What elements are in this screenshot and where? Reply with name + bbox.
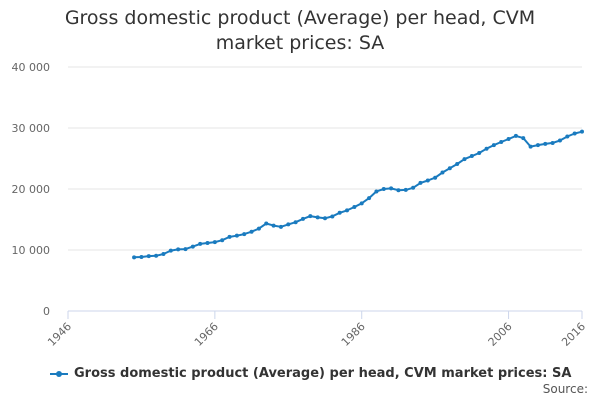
- x-tick-label-2: 1986: [339, 320, 368, 349]
- data-point-1964[interactable]: [198, 241, 203, 246]
- data-point-2009[interactable]: [528, 144, 533, 149]
- x-tick-label-1: 1966: [192, 320, 221, 349]
- data-point-1966[interactable]: [212, 240, 217, 245]
- data-point-1981[interactable]: [323, 216, 327, 221]
- data-point-2006[interactable]: [506, 136, 511, 141]
- y-tick-label-0: 0: [43, 305, 50, 318]
- data-point-2015[interactable]: [572, 131, 577, 136]
- data-point-2004[interactable]: [491, 143, 496, 148]
- data-point-1995[interactable]: [425, 178, 430, 183]
- chart-title: Gross domestic product (Average) per hea…: [64, 7, 536, 54]
- data-point-1989[interactable]: [381, 187, 386, 191]
- y-tick-label-3: 30 000: [12, 122, 51, 135]
- legend-line-marker-icon: [50, 368, 68, 380]
- data-point-2007[interactable]: [513, 133, 518, 138]
- data-point-2011[interactable]: [543, 141, 548, 146]
- x-tick-label-3: 2006: [486, 320, 515, 349]
- data-point-1974[interactable]: [271, 223, 276, 228]
- data-point-2014[interactable]: [565, 134, 570, 139]
- data-point-2010[interactable]: [535, 143, 540, 148]
- y-tick-label-2: 20 000: [12, 183, 51, 196]
- data-point-1971[interactable]: [249, 229, 254, 234]
- data-point-2001[interactable]: [469, 154, 474, 159]
- data-point-1988[interactable]: [374, 189, 379, 194]
- data-point-2008[interactable]: [521, 136, 526, 141]
- legend-series-label: Gross domestic product (Average) per hea…: [74, 366, 572, 381]
- source-label: Source:: [542, 382, 588, 396]
- data-point-2000[interactable]: [462, 157, 467, 162]
- data-point-1976[interactable]: [286, 222, 291, 227]
- data-point-1990[interactable]: [389, 186, 394, 191]
- data-point-1987[interactable]: [367, 196, 372, 201]
- data-point-1992[interactable]: [403, 187, 408, 192]
- data-point-1994[interactable]: [418, 180, 423, 185]
- x-tick-label-4: 2016: [559, 320, 588, 349]
- data-point-1957[interactable]: [146, 254, 151, 259]
- data-point-1965[interactable]: [205, 240, 210, 245]
- data-point-2005[interactable]: [499, 140, 504, 145]
- data-point-1963[interactable]: [190, 244, 195, 249]
- data-point-1983[interactable]: [337, 210, 342, 215]
- data-point-1982[interactable]: [330, 214, 335, 219]
- data-point-1999[interactable]: [455, 161, 460, 166]
- data-point-1960[interactable]: [168, 248, 173, 253]
- data-point-1977[interactable]: [293, 220, 298, 225]
- data-point-1969[interactable]: [234, 233, 239, 238]
- data-point-1996[interactable]: [433, 175, 438, 180]
- data-point-1968[interactable]: [227, 234, 232, 239]
- y-tick-label-4: 40 000: [12, 61, 51, 74]
- data-point-1991[interactable]: [396, 188, 401, 193]
- data-point-1955[interactable]: [132, 255, 137, 260]
- data-point-2012[interactable]: [550, 140, 555, 145]
- data-point-1967[interactable]: [220, 238, 225, 243]
- data-point-1997[interactable]: [440, 170, 445, 175]
- series-line-0: [134, 130, 583, 259]
- data-point-1962[interactable]: [183, 247, 188, 252]
- y-tick-label-1: 10 000: [12, 244, 51, 257]
- data-point-1985[interactable]: [352, 204, 357, 209]
- data-point-2002[interactable]: [477, 151, 482, 156]
- data-point-1984[interactable]: [345, 208, 350, 213]
- data-point-1970[interactable]: [242, 232, 247, 237]
- data-point-1979[interactable]: [308, 214, 313, 219]
- data-point-1958[interactable]: [154, 253, 159, 258]
- data-point-1961[interactable]: [176, 247, 181, 252]
- data-point-1972[interactable]: [256, 226, 261, 231]
- data-point-1959[interactable]: [161, 251, 166, 256]
- data-point-1986[interactable]: [359, 201, 364, 206]
- data-point-1973[interactable]: [264, 221, 269, 226]
- data-point-1978[interactable]: [300, 216, 305, 221]
- data-point-2013[interactable]: [557, 138, 562, 143]
- data-point-1993[interactable]: [411, 185, 416, 190]
- data-point-1980[interactable]: [315, 215, 320, 220]
- chart-legend[interactable]: Gross domestic product (Average) per hea…: [50, 366, 571, 381]
- data-point-1956[interactable]: [139, 255, 144, 260]
- x-tick-label-0: 1946: [45, 320, 74, 349]
- data-point-2003[interactable]: [484, 146, 489, 151]
- data-point-1998[interactable]: [447, 166, 452, 171]
- data-point-2016[interactable]: [580, 129, 584, 134]
- data-point-1975[interactable]: [278, 224, 283, 229]
